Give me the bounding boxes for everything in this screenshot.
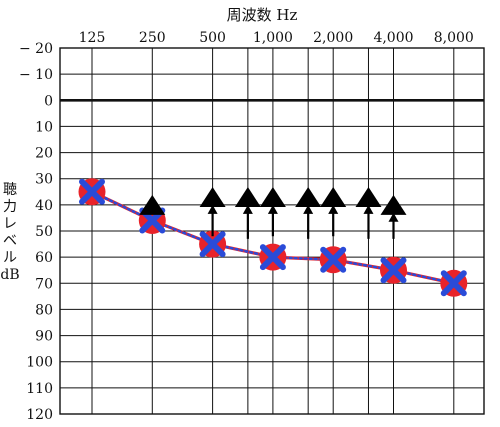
y-axis-label-char: レ (3, 216, 17, 232)
arrow-head (242, 204, 253, 214)
arrow-marker (242, 204, 253, 239)
triangle-marker (234, 187, 261, 208)
cross-stroke (79, 178, 105, 205)
x-tick-label: 1,000 (253, 30, 293, 46)
y-tick-label: 30 (35, 172, 53, 188)
grid (59, 47, 485, 415)
y-tick-label: − 20 (19, 41, 53, 57)
arrow-marker (303, 204, 314, 239)
y-tick-label: 0 (44, 93, 53, 109)
cross-marker (79, 178, 105, 205)
y-axis-label-char: ル (3, 250, 17, 266)
y-tick-label: 10 (35, 119, 53, 135)
cross-marker (320, 246, 347, 273)
y-axis-label-unit: dB (0, 267, 20, 283)
chart-title: 周波数 Hz (227, 6, 298, 24)
arrow-head (207, 204, 218, 214)
triangle-marker (139, 194, 166, 215)
y-axis-label-char: 力 (3, 199, 17, 215)
arrow-marker (207, 204, 218, 237)
cross-stroke (259, 244, 286, 271)
arrow-head (328, 204, 339, 214)
y-tick-label: 90 (35, 329, 53, 345)
cross-marker (259, 244, 286, 271)
y-tick-label: 50 (35, 224, 53, 240)
y-tick-label: 120 (26, 407, 53, 423)
triangle-marker (320, 187, 347, 208)
triangle-marker (380, 194, 407, 215)
cross-stroke (199, 231, 226, 258)
cross-marker (199, 231, 226, 258)
x-tick-label: 250 (139, 30, 166, 46)
triangle-marker (355, 187, 382, 208)
series (78, 178, 468, 297)
y-tick-label: − 10 (19, 67, 53, 83)
triangle-marker (259, 187, 286, 208)
arrow-marker (388, 212, 399, 239)
arrow-marker (363, 204, 374, 239)
y-tick-label: 110 (26, 381, 53, 397)
tick-labels: − 20 − 10 0 10 20 30 40 50 60 70 80 90 100 110 120 125 2… (19, 30, 474, 423)
y-tick-label: 20 (35, 146, 53, 162)
arrow-head (363, 204, 374, 214)
y-tick-label: 40 (35, 198, 53, 214)
triangle-marker (295, 187, 322, 208)
arrow-head (303, 204, 314, 214)
arrow-marker (328, 204, 339, 237)
y-tick-label: 70 (35, 276, 53, 292)
x-tick-label: 500 (199, 30, 226, 46)
x-tick-label: 8,000 (434, 30, 474, 46)
x-tick-label: 2,000 (313, 30, 353, 46)
arrow-marker (267, 204, 278, 237)
y-tick-label: 60 (35, 250, 53, 266)
arrow-head (267, 204, 278, 214)
x-tick-label: 4,000 (373, 30, 413, 46)
cross-marker (380, 257, 407, 284)
y-tick-label: 80 (35, 302, 53, 318)
y-tick-label: 100 (26, 355, 53, 371)
cross-marker (440, 270, 467, 297)
cross-stroke (380, 257, 407, 284)
x-tick-label: 125 (79, 30, 106, 46)
cross-stroke (440, 270, 467, 297)
triangle-marker (199, 187, 226, 208)
y-axis-label-char: ベ (3, 233, 17, 249)
y-axis-label: 聴 力 レ ベ ル dB (0, 182, 20, 284)
arrow-head (388, 212, 399, 222)
y-axis-label-char: 聴 (3, 182, 17, 198)
cross-stroke (320, 246, 347, 273)
